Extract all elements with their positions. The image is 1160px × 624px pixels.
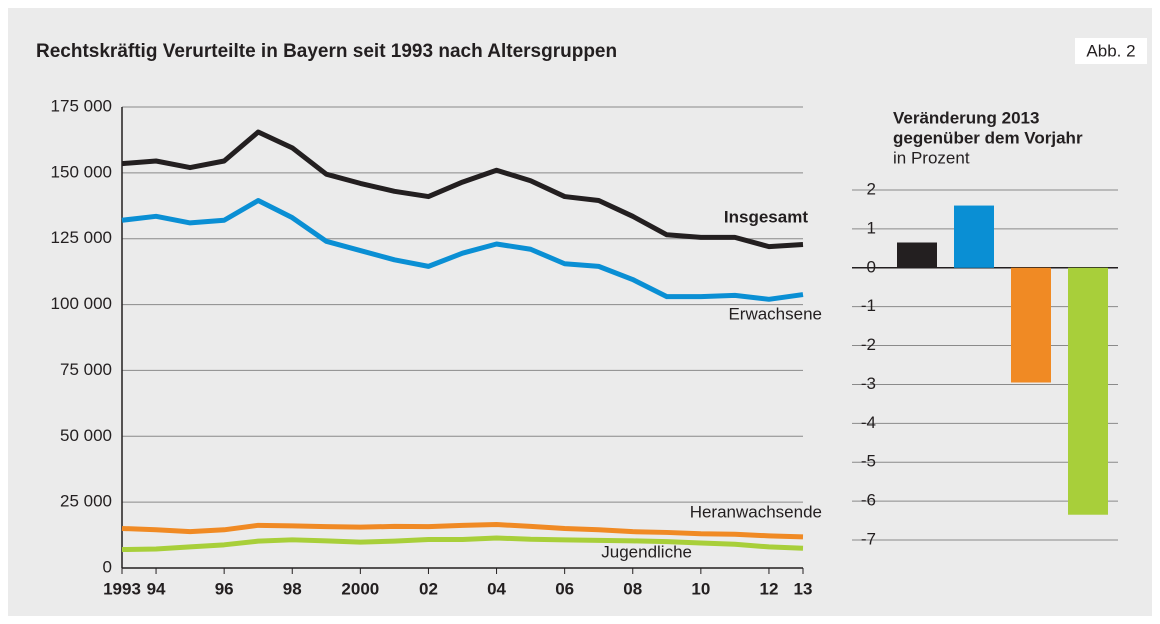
bar-title: gegenüber dem Vorjahr [893,128,1083,147]
y-tick-label: 175 000 [51,96,112,115]
y-tick-label: -1 [861,296,876,315]
bar-subtitle: in Prozent [893,148,970,167]
x-tick-label: 1993 [103,579,141,598]
x-tick-label: 08 [623,579,642,598]
y-tick-label: -5 [861,452,876,471]
y-tick-label: 1 [867,218,876,237]
series-line [121,522,804,540]
series-label: Erwachsene [728,304,822,323]
y-tick-label: 25 000 [60,492,112,511]
bar [897,242,937,268]
y-tick-label: 0 [103,557,112,576]
y-tick-label: 125 000 [51,228,112,247]
y-tick-label: 2 [867,179,876,198]
panel [8,8,1152,616]
y-tick-label: 0 [867,257,876,276]
series-label: Insgesamt [724,207,808,226]
series-line [121,535,804,553]
bar-title: Veränderung 2013 [893,108,1039,127]
y-tick-label: -6 [861,491,876,510]
y-tick-label: -3 [861,374,876,393]
chart-title: Rechtskräftig Verurteilte in Bayern seit… [36,41,617,62]
x-tick-label: 2000 [341,579,379,598]
x-tick-label: 96 [215,579,234,598]
x-tick-label: 06 [555,579,574,598]
series-line [121,198,804,302]
bar [1068,267,1108,515]
series-label: Heranwachsende [690,502,822,521]
bar [1011,267,1051,383]
badge: Abb. 2 [1086,41,1135,60]
x-tick-label: 98 [283,579,302,598]
y-tick-label: 75 000 [60,360,112,379]
series-label: Jugendliche [601,542,692,561]
y-tick-label: 100 000 [51,294,112,313]
badge-box [1075,38,1147,64]
bar [954,205,994,268]
y-tick-label: -4 [861,413,876,432]
x-tick-label: 02 [419,579,438,598]
y-tick-label: -2 [861,335,876,354]
x-tick-label: 94 [147,579,166,598]
x-tick-label: 13 [794,579,813,598]
series-line [121,129,804,250]
x-tick-label: 10 [691,579,710,598]
y-tick-label: 50 000 [60,426,112,445]
x-tick-label: 04 [487,579,506,598]
x-tick-label: 12 [759,579,778,598]
y-tick-label: -7 [861,529,876,548]
y-tick-label: 150 000 [51,162,112,181]
